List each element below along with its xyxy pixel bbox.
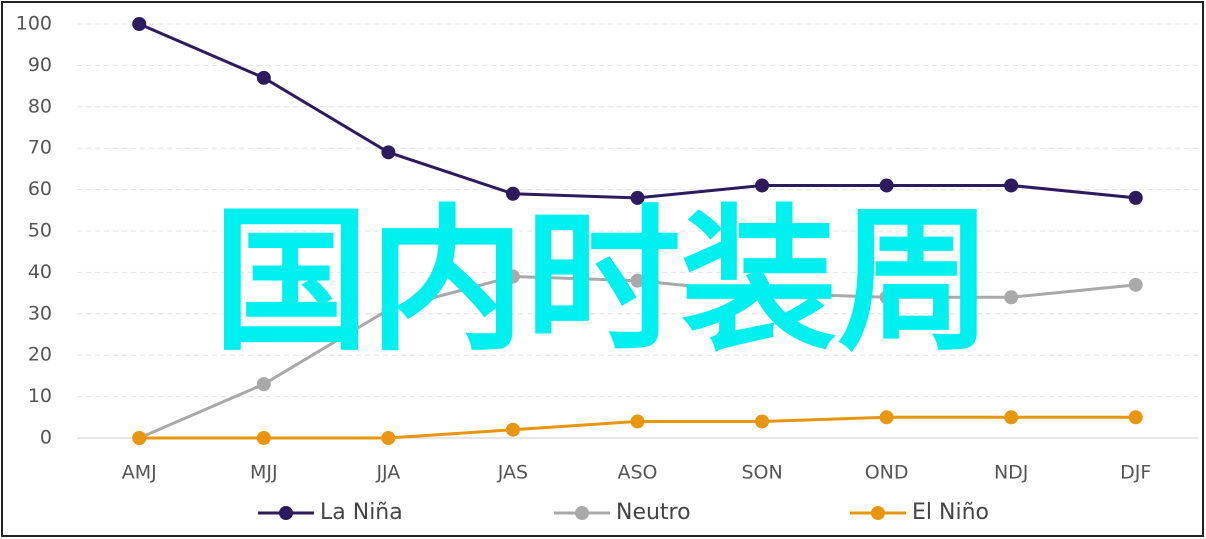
- point: [630, 273, 645, 288]
- legend-label: El Niño: [912, 500, 989, 525]
- point: [1004, 410, 1019, 425]
- x-tick-label: SON: [741, 462, 782, 484]
- y-tick-label: 70: [28, 137, 52, 159]
- point: [1004, 290, 1019, 305]
- y-tick-label: 30: [28, 302, 52, 324]
- legend-marker: [279, 506, 293, 520]
- point: [879, 410, 894, 425]
- y-tick-label: 0: [40, 427, 52, 449]
- point: [630, 414, 645, 429]
- point: [630, 190, 645, 205]
- point: [755, 286, 770, 301]
- x-tick-label: ASO: [617, 462, 657, 484]
- point: [755, 414, 770, 429]
- legend-label: La Niña: [320, 500, 403, 525]
- point: [1128, 277, 1143, 292]
- point: [381, 431, 396, 445]
- legend-marker: [871, 506, 885, 520]
- point: [132, 17, 147, 31]
- legend-label: Neutro: [616, 500, 691, 525]
- point: [256, 70, 271, 85]
- point: [505, 269, 520, 284]
- x-tick-label: OND: [865, 462, 909, 484]
- point: [879, 178, 894, 193]
- point: [256, 431, 271, 445]
- y-tick-label: 100: [16, 13, 52, 35]
- point: [879, 290, 894, 305]
- x-tick-label: JJA: [375, 462, 400, 484]
- x-tick-label: DJF: [1120, 462, 1151, 484]
- y-tick-label: 90: [28, 54, 52, 76]
- overlay-text: 国内时装周: [213, 190, 993, 372]
- point: [381, 302, 396, 317]
- point: [132, 431, 147, 445]
- y-tick-label: 50: [28, 220, 52, 242]
- point: [1004, 178, 1019, 193]
- x-tick-label: NDJ: [994, 462, 1028, 484]
- y-tick-label: 40: [28, 261, 52, 283]
- x-tick-label: AMJ: [122, 462, 157, 484]
- y-tick-label: 60: [28, 178, 52, 200]
- point: [1128, 410, 1143, 425]
- point: [755, 178, 770, 193]
- legend-marker: [575, 506, 589, 520]
- point: [381, 145, 396, 160]
- point: [256, 377, 271, 392]
- point: [505, 422, 520, 437]
- y-tick-label: 10: [28, 385, 52, 407]
- point: [505, 186, 520, 201]
- x-tick-label: JAS: [497, 462, 528, 484]
- x-tick-label: MJJ: [250, 462, 278, 484]
- y-tick-label: 20: [28, 344, 52, 366]
- point: [1128, 190, 1143, 205]
- y-tick-label: 80: [28, 95, 52, 117]
